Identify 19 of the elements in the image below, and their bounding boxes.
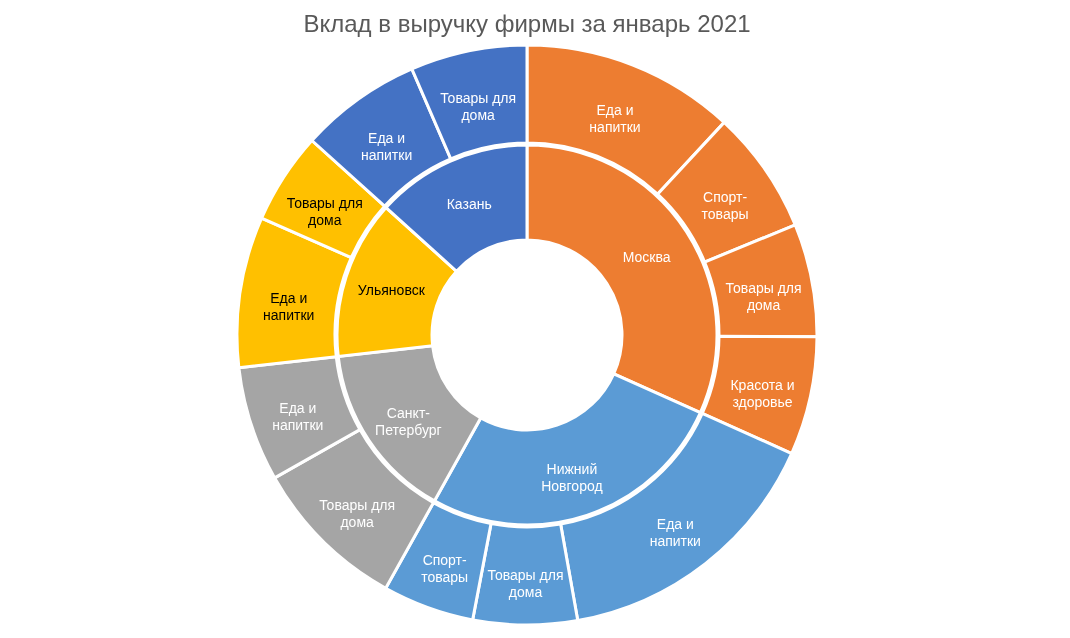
slice-label: Еда и напитки [263,289,315,323]
slice-label: Еда и напитки [360,130,413,164]
slice-label: Спорт-товары [421,552,469,586]
slice-label: Товары для дома [440,90,517,124]
slice-label: Казань [446,195,492,212]
slice-label: Товары для дома [319,496,396,530]
chart-title: Вклад в выручку фирмы за январь 2021 [303,10,751,37]
slice-label: Товары для дома [487,567,564,600]
slice-label: Еда и напитки [589,101,641,135]
slice-label: Спорт-товары [701,188,749,222]
slice-label: Еда и напитки [272,400,324,434]
slice-label: Санкт-Петербург [375,404,442,438]
slice-label: Товары для дома [286,194,363,228]
slice-label: Еда и напитки [649,515,701,549]
slice-label: Ульяновск [357,282,426,299]
slice-label: Товары для дома [725,280,802,314]
slice-label: Нижний Новгород [541,461,603,495]
slice-label: Москва [622,248,671,265]
slice-label: Красота и здоровье [730,377,795,411]
